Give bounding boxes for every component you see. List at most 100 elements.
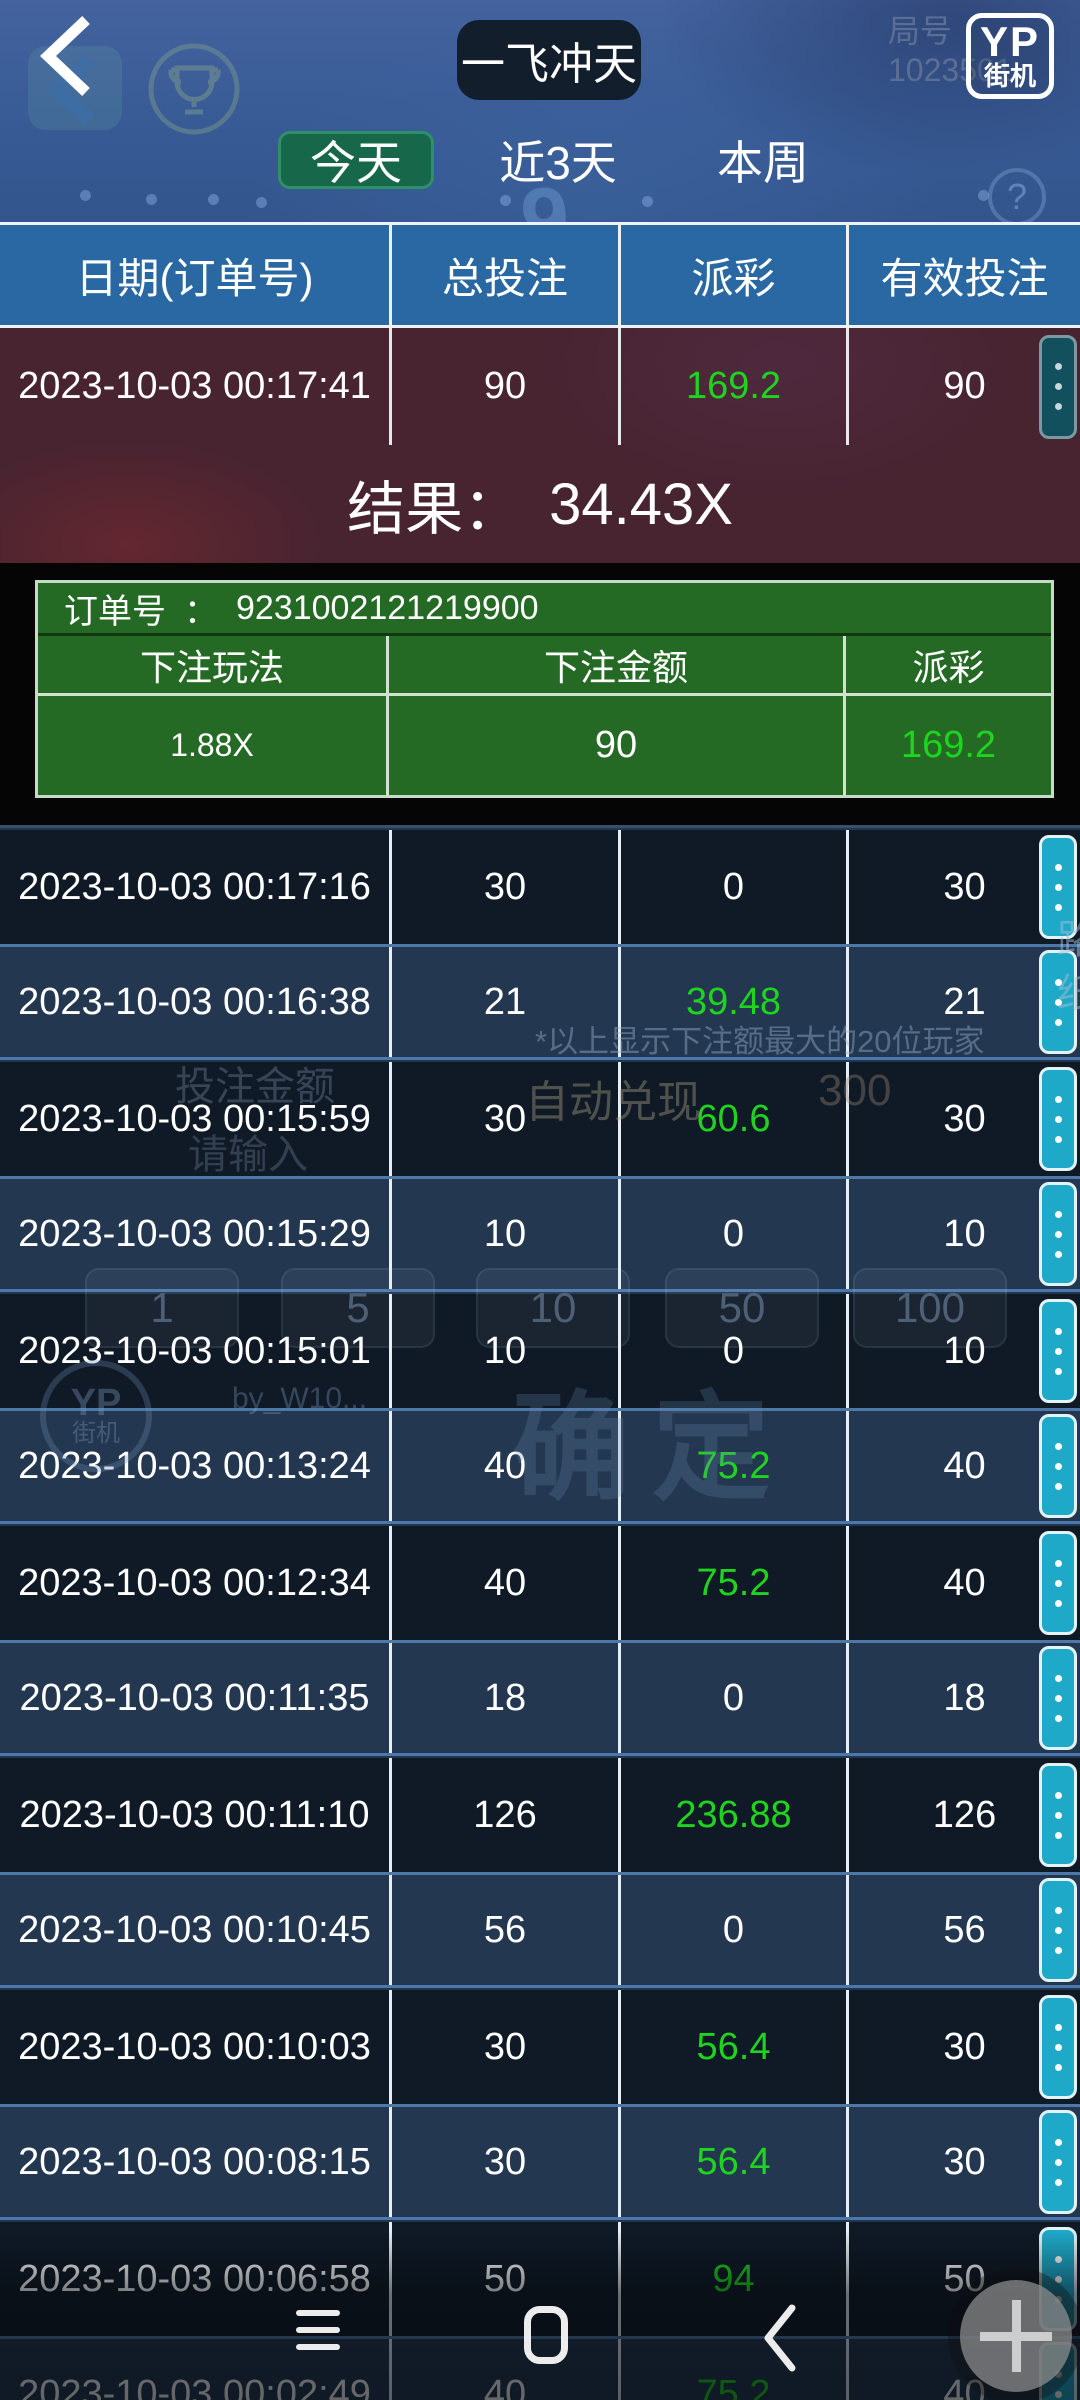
row-date: 2023-10-03 00:10:45	[0, 1875, 392, 1985]
row-menu-button[interactable]	[1039, 1299, 1077, 1403]
detail-column-play: 下注玩法	[38, 636, 389, 693]
row-menu-button[interactable]	[1039, 334, 1077, 439]
nav-home-icon[interactable]	[524, 2306, 568, 2364]
table-row[interactable]: 2023-10-03 00:15:59 30 60.6 30	[0, 1060, 1080, 1176]
table-row[interactable]: 2023-10-03 00:13:24 40 75.2 40	[0, 1408, 1080, 1524]
detail-payout-value: 169.2	[900, 724, 997, 766]
table-row[interactable]: 2023-10-03 00:08:15 30 56.4 30	[0, 2104, 1080, 2220]
row-menu-button[interactable]	[1039, 2110, 1077, 2214]
row-payout: 0	[621, 1179, 849, 1289]
expanded-row-values: 2023-10-03 00:17:41 90 169.2 90	[0, 328, 1080, 445]
row-menu-button[interactable]	[1039, 835, 1077, 939]
row-total-bet: 18	[392, 1643, 621, 1753]
row-payout: 75.2	[621, 1411, 849, 1521]
table-row[interactable]: 2023-10-03 00:10:45 56 0 56	[0, 1872, 1080, 1988]
top-bar: 局号 1023501 9 ? 一飞冲天 YP 街机	[0, 0, 1080, 268]
row-total-bet: 126	[392, 1758, 621, 1872]
table-row[interactable]: 2023-10-03 00:11:10 126 236.88 126	[0, 1756, 1080, 1872]
order-detail-panel: 订单号 ： 9231002121219900 下注玩法 下注金额 派彩 1.88…	[35, 580, 1054, 798]
row-payout: 75.2	[621, 2339, 849, 2400]
row-menu-button[interactable]	[1039, 1182, 1077, 1286]
yp-arcade-logo: YP 街机	[966, 13, 1054, 99]
back-button[interactable]	[34, 12, 104, 102]
row-valid-bet: 90	[943, 365, 986, 407]
ghost-dot	[146, 194, 157, 205]
ghost-dot	[208, 194, 219, 205]
row-total-bet: 10	[392, 1294, 621, 1408]
table-row[interactable]: 2023-10-03 00:17:16 30 0 30	[0, 828, 1080, 944]
row-valid-bet-cell: 40	[849, 1526, 1080, 1640]
order-number-row: 订单号 ： 9231002121219900	[38, 583, 1051, 636]
row-date: 2023-10-03 00:08:15	[0, 2107, 392, 2217]
row-payout: 39.48	[621, 947, 849, 1057]
row-date: 2023-10-03 00:13:24	[0, 1411, 392, 1521]
table-row[interactable]: 2023-10-03 00:16:38 21 39.48 21	[0, 944, 1080, 1060]
result-label: 结果：	[347, 477, 522, 542]
nav-back-icon[interactable]	[760, 2302, 800, 2379]
detail-column-payout: 派彩	[912, 646, 985, 688]
table-row[interactable]: 2023-10-03 00:12:34 40 75.2 40	[0, 1524, 1080, 1640]
detail-play-value: 1.88X	[38, 696, 389, 795]
row-valid-bet: 30	[943, 1097, 986, 1140]
row-valid-bet-cell: 10	[849, 1294, 1080, 1408]
column-header-total-bet: 总投注	[392, 225, 621, 325]
row-valid-bet-cell: 30	[849, 830, 1080, 944]
row-valid-bet-cell: 40	[849, 1411, 1080, 1521]
table-row[interactable]: 2023-10-03 00:10:03 30 56.4 30	[0, 1988, 1080, 2104]
row-menu-button[interactable]	[1039, 950, 1077, 1054]
column-header-payout: 派彩	[621, 225, 849, 325]
chevron-left-icon	[40, 16, 90, 96]
row-date: 2023-10-03 00:15:01	[0, 1294, 392, 1408]
row-menu-button[interactable]	[1039, 1414, 1077, 1518]
row-valid-bet-cell: 30	[849, 2107, 1080, 2217]
row-menu-button[interactable]	[1039, 1995, 1077, 2099]
order-number-label: 订单号	[64, 592, 166, 631]
table-row[interactable]: 2023-10-03 00:11:35 18 0 18	[0, 1640, 1080, 1756]
expanded-row[interactable]: 2023-10-03 00:17:41 90 169.2 90 结果： 34.4…	[0, 328, 1080, 563]
ghost-dot	[642, 196, 653, 207]
row-menu-button[interactable]	[1039, 1646, 1077, 1750]
tab-this-week[interactable]: 本周	[717, 137, 809, 189]
bet-detail-header: 下注玩法 下注金额 派彩	[38, 636, 1051, 696]
fab-plus-button[interactable]	[960, 2280, 1072, 2392]
row-total-bet: 21	[392, 947, 621, 1057]
row-payout: 236.88	[621, 1758, 849, 1872]
table-row[interactable]: 2023-10-03 00:15:29 10 0 10	[0, 1176, 1080, 1292]
row-valid-bet: 40	[943, 1444, 986, 1487]
row-valid-bet: 18	[943, 1676, 986, 1719]
row-menu-button[interactable]	[1039, 1531, 1077, 1635]
order-number-value: 9231002121219900	[236, 588, 539, 627]
tab-today[interactable]: 今天	[278, 131, 434, 189]
row-total-bet: 30	[392, 1990, 621, 2104]
row-menu-button[interactable]	[1039, 1763, 1077, 1867]
row-total-bet: 30	[392, 830, 621, 944]
row-valid-bet: 30	[943, 865, 986, 908]
detail-amount-value: 90	[389, 696, 846, 795]
row-valid-bet-cell: 56	[849, 1875, 1080, 1985]
table-row[interactable]: 2023-10-03 00:15:01 10 0 10	[0, 1292, 1080, 1408]
row-valid-bet: 30	[943, 2140, 986, 2183]
nav-menu-icon[interactable]	[296, 2310, 340, 2350]
row-menu-button[interactable]	[1039, 1878, 1077, 1982]
ghost-dot	[256, 197, 267, 208]
row-total-bet: 30	[392, 2107, 621, 2217]
bet-detail-values: 1.88X 90 169.2	[38, 696, 1051, 795]
row-payout: 60.6	[621, 1062, 849, 1176]
detail-column-amount: 下注金额	[389, 636, 846, 693]
row-payout: 0	[621, 1643, 849, 1753]
row-menu-button[interactable]	[1039, 1067, 1077, 1171]
row-total-bet: 30	[392, 1062, 621, 1176]
row-total-bet: 40	[392, 1411, 621, 1521]
history-table-header: 日期(订单号) 总投注 派彩 有效投注	[0, 222, 1080, 328]
column-header-date: 日期(订单号)	[0, 225, 392, 325]
row-valid-bet: 30	[943, 2025, 986, 2068]
history-rows: 2023-10-03 00:17:16 30 0 30 2023-10-03 0…	[0, 825, 1080, 2400]
order-detail-section: 订单号 ： 9231002121219900 下注玩法 下注金额 派彩 1.88…	[0, 563, 1080, 825]
tab-last-3-days[interactable]: 近3天	[499, 137, 617, 189]
result-value: 34.43X	[549, 471, 733, 537]
row-valid-bet: 10	[943, 1212, 986, 1255]
page-title: 一飞冲天	[457, 20, 641, 100]
logo-text-yp: YP	[979, 18, 1041, 65]
row-payout: 0	[621, 830, 849, 944]
row-total-bet: 56	[392, 1875, 621, 1985]
